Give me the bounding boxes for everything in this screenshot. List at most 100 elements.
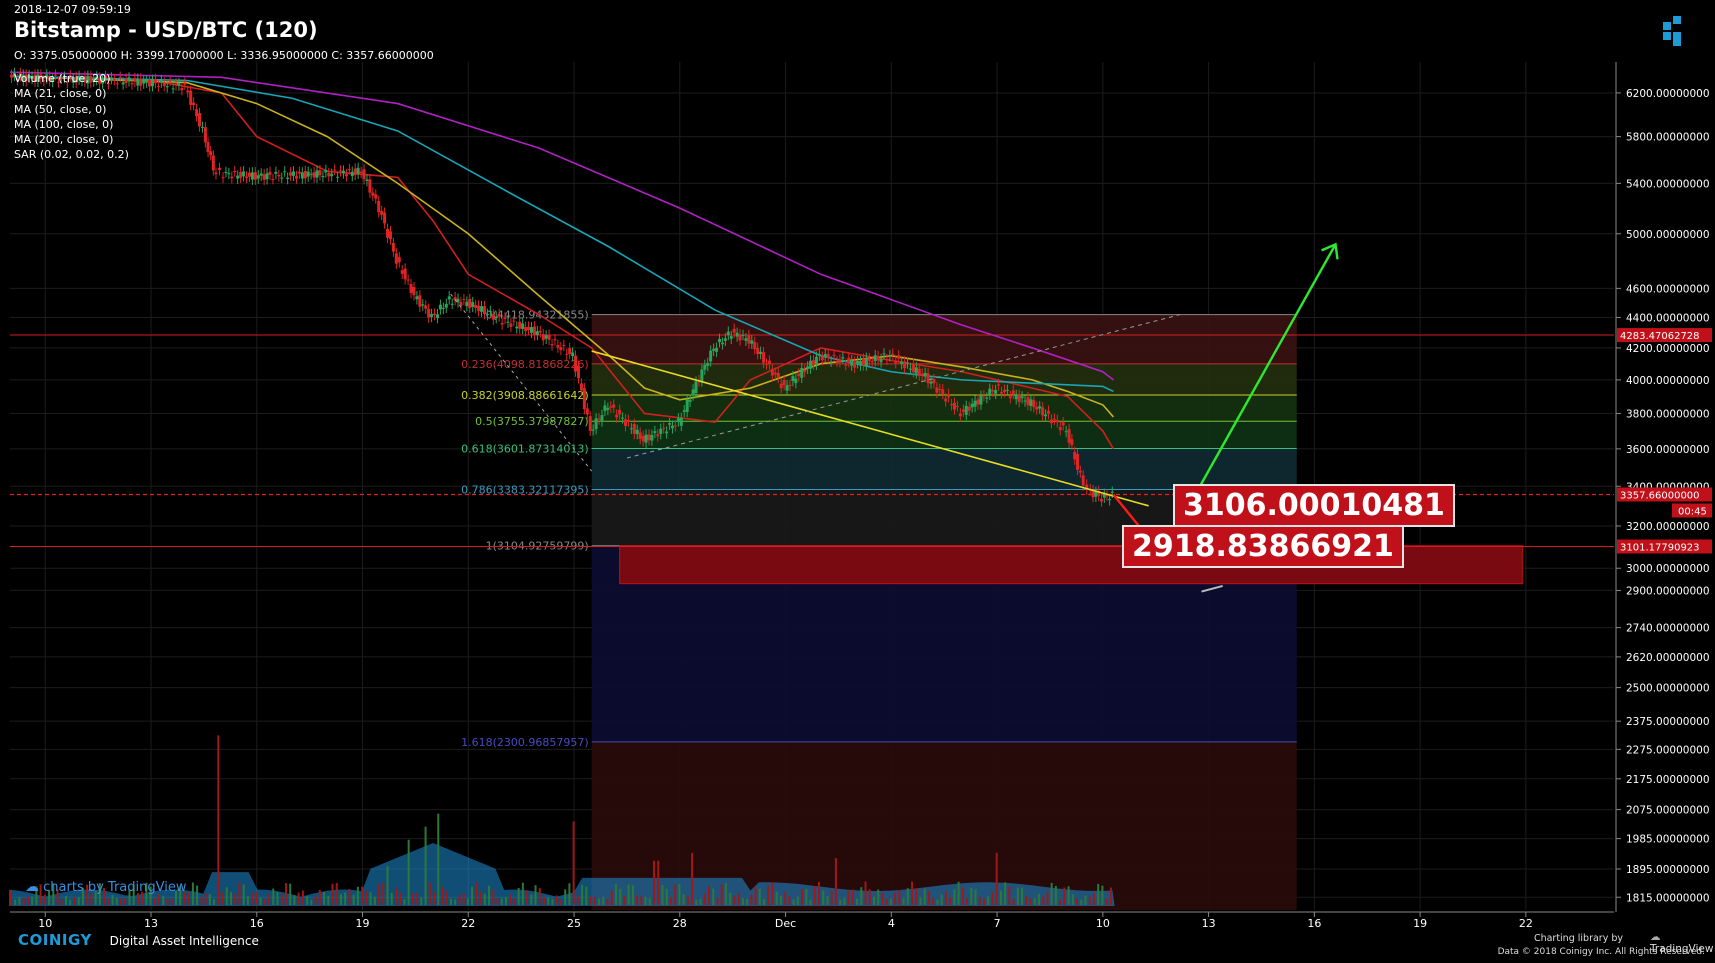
fib-zone [591, 314, 1297, 364]
volume-bar [974, 889, 977, 905]
candle-body [109, 77, 113, 80]
chart-title: Bitstamp - USD/BTC (120) [14, 18, 318, 42]
candle-body [923, 372, 927, 377]
candle-body [471, 302, 475, 307]
candle-body [424, 305, 428, 309]
y-tick-label: 2900.00000000 [1626, 585, 1710, 597]
volume-bar [813, 886, 816, 905]
volume-bar [657, 860, 660, 905]
volume-bar [944, 891, 947, 905]
volume-bar [817, 881, 820, 905]
candle-body [641, 435, 645, 442]
volume-bar [999, 890, 1002, 905]
volume-bar [145, 882, 148, 905]
candle-body [89, 76, 93, 83]
lower-line-tag-bg [1617, 539, 1712, 554]
candle-body [1049, 419, 1053, 424]
volume-bar [339, 894, 342, 905]
volume-bar [225, 887, 228, 905]
volume-bar [665, 888, 668, 905]
volume-bar [119, 897, 122, 905]
indicator-ma21[interactable]: MA (21, close, 0) [14, 87, 107, 101]
candle-body [186, 90, 190, 93]
indicator-volume[interactable]: Volume (true, 20) [14, 72, 111, 85]
candle-body [159, 80, 163, 83]
volume-bar [669, 897, 672, 905]
candle-body [864, 357, 868, 366]
volume-bar [390, 892, 393, 905]
volume-bar [242, 884, 245, 905]
candle-body [409, 284, 413, 293]
volume-bar [822, 890, 825, 905]
volume-bar [619, 889, 622, 905]
tradingview-credit-text: TradingView [1650, 943, 1714, 955]
coinigy-wordmark[interactable]: COINIGY [18, 931, 92, 949]
volume-bar [373, 896, 376, 905]
candle-body [1044, 414, 1048, 417]
candle-body [59, 77, 63, 79]
candle-body [283, 171, 287, 173]
x-tick-label: 22 [461, 917, 475, 930]
volume-bar [488, 885, 491, 905]
candle-body [127, 77, 131, 82]
candle-body [938, 388, 942, 390]
fib-label: 0.786(3383.32117395) [461, 484, 589, 497]
volume-bar [1059, 899, 1062, 905]
volume-bar [293, 895, 296, 905]
candle-body [879, 358, 883, 363]
indicator-ma200[interactable]: MA (200, close, 0) [14, 133, 114, 147]
volume-bar [712, 888, 715, 905]
candle-body [133, 78, 137, 82]
volume-bar [69, 899, 72, 905]
candle-body [1100, 499, 1104, 502]
candle-body [712, 348, 716, 351]
candle-body [662, 427, 666, 429]
candle-body [92, 80, 96, 82]
volume-bar [14, 899, 17, 905]
volume-bar [276, 892, 279, 905]
candle-body [324, 169, 328, 173]
candle-body [553, 339, 557, 341]
candle-body [1020, 396, 1024, 399]
volume-bar [10, 890, 12, 905]
candle-body [98, 77, 102, 84]
candle-body [1047, 410, 1051, 414]
candle-body [773, 372, 777, 375]
candle-body [809, 360, 813, 369]
candle-body [330, 173, 334, 177]
candle-body [694, 381, 698, 394]
volume-bar [576, 895, 579, 905]
fib-label: 0.236(4098.81868226) [461, 358, 589, 371]
candle-body [944, 398, 948, 402]
candle-body [39, 74, 43, 79]
candle-body [289, 172, 293, 176]
candle-body [106, 83, 110, 85]
x-tick-label: 4 [888, 917, 895, 930]
tradingview-credit[interactable]: ☁ TradingView [1650, 931, 1715, 955]
indicator-ma50[interactable]: MA (50, close, 0) [14, 102, 107, 116]
candle-body [932, 379, 936, 384]
candle-body [1032, 400, 1036, 408]
candle-body [180, 87, 184, 91]
volume-bar [1054, 886, 1057, 905]
tradingview-watermark[interactable]: ☁ charts by TradingView [25, 879, 186, 895]
volume-bar [407, 839, 410, 905]
candle-body [386, 228, 390, 238]
candle-body [870, 361, 874, 363]
candle-body [341, 170, 345, 174]
candle-body [488, 310, 492, 312]
candle-body [688, 399, 692, 402]
candle-body [750, 340, 754, 344]
indicator-ma100[interactable]: MA (100, close, 0) [14, 117, 114, 131]
volume-bar [369, 892, 372, 905]
candle-body [991, 389, 995, 392]
volume-bar [564, 889, 567, 905]
indicator-sar[interactable]: SAR (0.02, 0.02, 0.2) [14, 148, 129, 162]
candle-body [994, 390, 998, 394]
fib-zone [591, 448, 1297, 490]
candle-body [198, 113, 202, 127]
volume-bar [462, 893, 465, 905]
candle-body [673, 425, 677, 427]
trendline-descending [591, 350, 1149, 507]
